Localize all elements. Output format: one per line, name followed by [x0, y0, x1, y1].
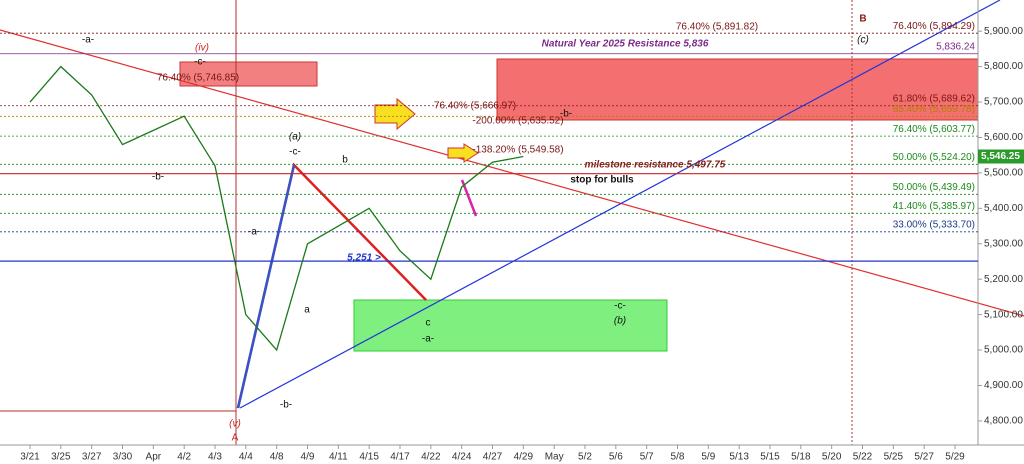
- annotation: (a): [289, 132, 301, 143]
- x-tick-label: 5/25: [884, 452, 904, 463]
- level-label: 50.00% (5,439.49): [893, 182, 975, 193]
- x-tick-label: 3/27: [82, 452, 102, 463]
- x-tick-label: 4/24: [452, 452, 472, 463]
- x-tick-label: 4/9: [301, 452, 315, 463]
- level-label: 61.80% (5,689.62): [893, 93, 975, 104]
- x-tick-label: 4/15: [359, 452, 379, 463]
- annotation: -b-: [280, 400, 292, 411]
- annotation: B: [859, 14, 866, 25]
- y-tick-label: 5,500.00: [984, 168, 1023, 179]
- annotation: (v): [229, 419, 241, 430]
- x-tick-label: 4/2: [177, 452, 191, 463]
- x-tick-label: 5/6: [609, 452, 623, 463]
- arrow: [447, 143, 479, 163]
- annotation: -b-: [560, 109, 572, 120]
- x-tick-label: 5/20: [822, 452, 842, 463]
- annotation: 76.40% (5,666.97): [434, 101, 516, 112]
- x-tick-label: 5/2: [578, 452, 592, 463]
- x-tick-label: 4/4: [239, 452, 253, 463]
- y-tick-label: 5,300.00: [984, 238, 1023, 249]
- x-tick-label: 3/30: [113, 452, 133, 463]
- x-tick-label: 5/27: [914, 452, 934, 463]
- price-tag-label: 5,546.25: [981, 151, 1020, 162]
- x-tick-label: 5/18: [791, 452, 811, 463]
- x-tick-label: 5/9: [701, 452, 715, 463]
- annotation: 76.40% (5,891.82): [676, 22, 758, 33]
- annotation: (c): [857, 35, 869, 46]
- y-tick-label: 5,000.00: [984, 345, 1023, 356]
- y-tick-label: 5,800.00: [984, 61, 1023, 72]
- y-tick-label: 5,900.00: [984, 26, 1023, 37]
- level-label: 41.40% (5,385.97): [893, 201, 975, 212]
- level-label: 76.40% (5,603.77): [893, 124, 975, 135]
- annotation: -138.20% (5,549.58): [472, 145, 563, 156]
- wave-line: [236, 164, 296, 409]
- arrow: [374, 97, 416, 131]
- level-label: 85.40% (5,659.78): [893, 104, 975, 115]
- x-tick-label: 4/3: [208, 452, 222, 463]
- support-zone: [353, 299, 668, 352]
- x-tick-label: 3/25: [51, 452, 71, 463]
- x-tick-label: 4/17: [390, 452, 410, 463]
- annotation: c: [426, 318, 431, 329]
- x-tick-label: 5/8: [671, 452, 685, 463]
- y-tick-label: 4,800.00: [984, 416, 1023, 427]
- annotation: -a-: [422, 334, 434, 345]
- y-tick-label: 5,100.00: [984, 309, 1023, 320]
- x-tick-label: 4/27: [483, 452, 503, 463]
- annotation: Natural Year 2025 Resistance 5,836: [542, 39, 709, 50]
- annotation: 76.40% (5,746.85): [157, 73, 239, 84]
- annotation: -c-: [194, 57, 206, 68]
- x-tick-label: 4/29: [514, 452, 534, 463]
- level-label: 33.00% (5,333.70): [893, 219, 975, 230]
- wave-line: [460, 179, 478, 217]
- trend-line: [239, 0, 1001, 409]
- x-tick-label: 4/8: [270, 452, 284, 463]
- trend-line: [0, 29, 1024, 317]
- annotation: (iv): [195, 43, 209, 54]
- x-tick-label: 4/22: [421, 452, 441, 463]
- x-tick-label: May: [545, 452, 564, 463]
- x-tick-label: Apr: [146, 452, 162, 463]
- annotation: -a-: [82, 35, 94, 46]
- y-tick-label: 5,200.00: [984, 274, 1023, 285]
- annotation: -a-: [248, 227, 260, 238]
- y-tick-label: 5,400.00: [984, 203, 1023, 214]
- level-label: 5,836.24: [936, 41, 975, 52]
- x-tick-label: 5/15: [760, 452, 780, 463]
- level-label: 50.00% (5,524.20): [893, 152, 975, 163]
- annotation: -b-: [152, 172, 164, 183]
- price-line: [29, 65, 524, 352]
- annotation: -c-: [614, 301, 626, 312]
- x-tick-label: 5/29: [945, 452, 965, 463]
- y-tick-label: 5,600.00: [984, 132, 1023, 143]
- x-tick-label: 3/21: [20, 452, 40, 463]
- x-tick-label: 5/22: [853, 452, 873, 463]
- x-tick-label: 4/11: [329, 452, 348, 463]
- x-tick-label: 5/13: [729, 452, 749, 463]
- annotation: (b): [614, 316, 626, 327]
- annotation: b: [342, 155, 348, 166]
- annotation: a: [304, 305, 310, 316]
- annotation: -200.00% (5,635.52): [472, 116, 563, 127]
- resistance-zone: [179, 61, 318, 87]
- annotation: -c-: [289, 147, 301, 158]
- annotation: stop for bulls: [570, 175, 634, 186]
- resistance-zone: [496, 58, 979, 121]
- y-tick-label: 5,700.00: [984, 97, 1023, 108]
- price-tag: [978, 149, 1024, 164]
- x-tick-label: 5/7: [640, 452, 654, 463]
- annotation: 5,251 >: [347, 253, 381, 264]
- y-tick-label: 4,900.00: [984, 380, 1023, 391]
- annotation: A: [232, 433, 239, 444]
- annotation: milestone resistance 5,497.75: [585, 160, 726, 171]
- level-label: 76.40% (5,894.29): [893, 21, 975, 32]
